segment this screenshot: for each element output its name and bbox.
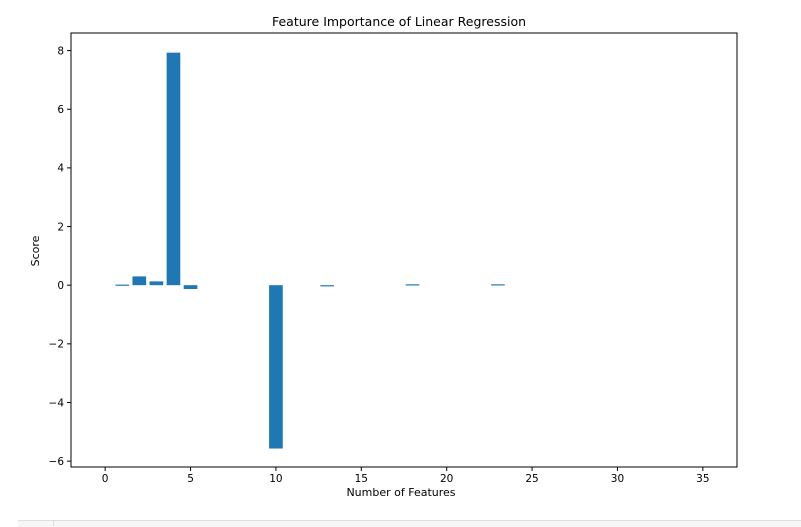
plot-frame [70, 32, 738, 468]
y-axis-label: Score [29, 235, 42, 266]
x-tick-label: 25 [525, 473, 538, 485]
y-tick-label: 6 [57, 104, 64, 116]
bar-1 [115, 284, 130, 286]
chart-title: Feature Importance of Linear Regression [272, 14, 526, 29]
footer-tab [18, 520, 54, 526]
bar-5 [183, 285, 198, 290]
bar-2 [132, 276, 147, 286]
y-tick-label: −4 [49, 397, 65, 409]
y-tick-label: 0 [57, 280, 64, 292]
y-tick-label: 2 [57, 221, 64, 233]
x-tick-label: 0 [102, 473, 109, 485]
bar-10 [269, 285, 283, 449]
plot-area [115, 52, 505, 449]
bar-23 [491, 284, 505, 286]
bar-18 [405, 284, 420, 286]
bar-13 [320, 285, 334, 287]
x-tick-label: 5 [187, 473, 194, 485]
y-tick-label: −2 [49, 339, 64, 351]
y-tick-label: −6 [49, 456, 65, 468]
bar-3 [149, 281, 164, 286]
x-axis-label: Number of Features [346, 486, 455, 499]
footer-strip [18, 520, 801, 527]
x-tick-label: 20 [440, 473, 453, 485]
bar-4 [166, 52, 181, 286]
y-tick-label: 8 [57, 45, 64, 57]
x-tick-label: 15 [355, 473, 368, 485]
y-tick-label: 4 [57, 163, 64, 175]
x-tick-label: 35 [696, 473, 709, 485]
x-axis: 0 5 10 15 20 25 30 35 [102, 467, 710, 485]
y-axis: −6 −4 −2 0 2 4 6 8 [49, 45, 71, 468]
x-tick-label: 30 [611, 473, 624, 485]
x-tick-label: 10 [269, 473, 282, 485]
